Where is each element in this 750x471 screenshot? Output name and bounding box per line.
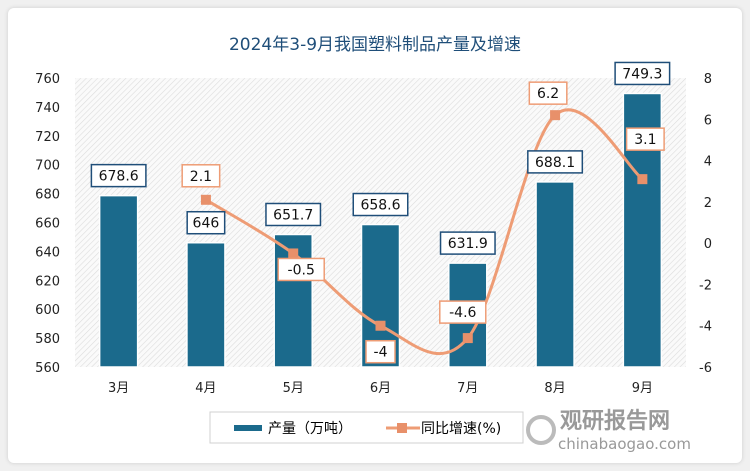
x-tick-label: 8月 — [544, 381, 565, 396]
bar-data-label-box — [439, 231, 496, 255]
growth-data-label: 2.1 — [190, 169, 212, 185]
y-right-tick-label: 4 — [704, 155, 712, 170]
growth-data-label-box — [528, 81, 568, 105]
y-left-tick-label: 560 — [35, 361, 60, 376]
x-tick-label: 5月 — [283, 381, 304, 396]
y-right-tick-label: -4 — [699, 320, 712, 335]
bar-data-label: 646 — [193, 216, 220, 232]
growth-marker-9月 — [637, 174, 648, 185]
y-right-tick-label: -2 — [699, 278, 712, 293]
bar-data-label-box — [90, 163, 147, 188]
watermark-logo-icon — [526, 415, 556, 445]
legend-line-label: 同比增速(%) — [421, 421, 501, 437]
y-right-tick-label: 8 — [704, 72, 712, 87]
y-left-tick-label: 660 — [35, 217, 60, 232]
x-tick-label: 9月 — [632, 381, 653, 396]
growth-data-label: 3.1 — [634, 132, 656, 148]
x-tick-label: 6月 — [370, 381, 391, 396]
growth-data-label: -4 — [374, 345, 388, 361]
x-tick-label: 4月 — [195, 381, 216, 396]
y-left-tick-label: 640 — [35, 245, 60, 260]
legend-bar-swatch — [234, 425, 262, 431]
y-left-tick-label: 740 — [35, 101, 60, 116]
legend-line-marker-icon — [397, 423, 407, 433]
bar-data-label: 651.7 — [273, 207, 313, 223]
bar-8月 — [535, 181, 575, 368]
growth-marker-6月 — [375, 320, 386, 331]
growth-data-label-box — [625, 127, 665, 151]
bar-data-label: 749.3 — [622, 66, 662, 82]
watermark-name: 观研报告网 — [560, 409, 670, 434]
watermark-url: chinabaogao.com — [558, 435, 691, 453]
bar-data-label-box — [186, 210, 226, 235]
x-tick-label: 7月 — [457, 381, 478, 396]
y-right-tick-label: 6 — [704, 113, 712, 128]
growth-data-label: 6.2 — [537, 86, 559, 102]
bar-3月 — [98, 194, 139, 368]
growth-data-label-box — [181, 164, 221, 188]
growth-data-label-box — [439, 300, 487, 324]
y-left-tick-label: 580 — [35, 332, 60, 347]
growth-marker-4月 — [200, 194, 211, 205]
watermark: 观研报告网 chinabaogao.com — [526, 409, 691, 453]
bar-data-label: 678.6 — [99, 169, 139, 185]
y-left-tick-label: 760 — [35, 72, 60, 87]
y-right-tick-label: 0 — [704, 237, 712, 252]
y-right-tick-label: -6 — [699, 361, 712, 376]
growth-data-label: -0.5 — [288, 262, 315, 278]
chart-title: 2024年3-9月我国塑料制品产量及增速 — [229, 35, 521, 55]
y-left-tick-label: 700 — [35, 159, 60, 174]
bar-data-label: 688.1 — [535, 155, 575, 171]
growth-marker-7月 — [462, 333, 473, 344]
bar-data-label-box — [527, 150, 584, 174]
bar-data-label-box — [352, 192, 409, 217]
y-left-tick-label: 620 — [35, 274, 60, 289]
growth-data-label-box — [365, 339, 396, 364]
y-left-tick-label: 720 — [35, 130, 60, 145]
y-left-tick-label: 600 — [35, 303, 60, 318]
y-right-tick-label: 2 — [704, 196, 712, 211]
bar-4月 — [186, 241, 226, 368]
x-tick-label: 3月 — [108, 381, 129, 396]
legend: 产量（万吨） 同比增速(%) — [209, 411, 524, 444]
bar-data-label-box — [614, 61, 671, 86]
growth-marker-8月 — [550, 110, 561, 121]
growth-data-label-box — [277, 257, 325, 282]
bar-data-label: 631.9 — [448, 236, 488, 252]
legend-bar-label: 产量（万吨） — [268, 421, 352, 437]
y-left-tick-label: 680 — [35, 188, 60, 203]
growth-data-label: -4.6 — [449, 305, 476, 321]
bar-data-label: 658.6 — [360, 198, 400, 214]
bar-data-label-box — [265, 202, 322, 227]
growth-marker-5月 — [288, 248, 299, 259]
